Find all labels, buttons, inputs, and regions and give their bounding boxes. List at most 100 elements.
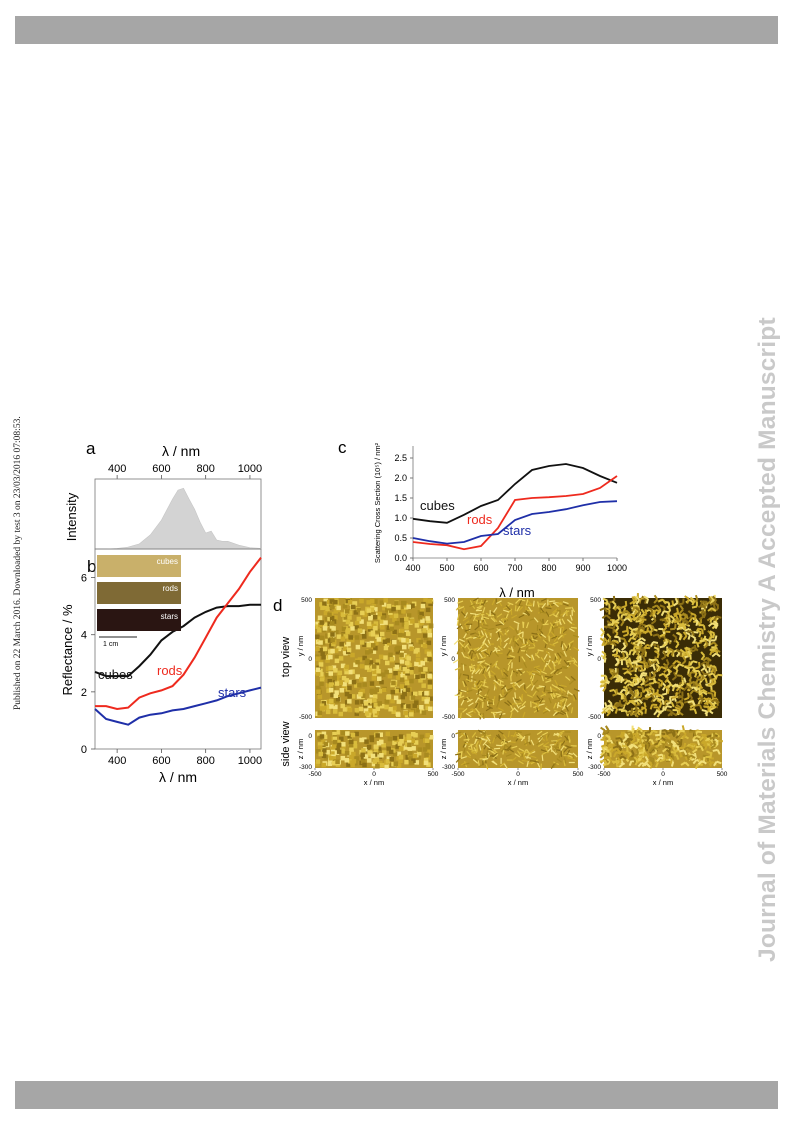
- d-xtick-cubes-2: 500: [428, 771, 439, 778]
- panel-b-xtick-label-2: 800: [196, 755, 214, 767]
- panel-c-ytick-label-0: 0.0: [394, 553, 407, 563]
- panel-c-ytick-label-4: 2.0: [394, 473, 407, 483]
- panel-b-line-rods: [95, 556, 262, 711]
- sample-photos: cubes rods stars 1 cm: [97, 555, 181, 648]
- footer-bar: [15, 1081, 778, 1109]
- d-top-ytick-stars-1: 0: [597, 656, 601, 663]
- d-top-ytick-stars-2: -500: [588, 714, 601, 721]
- d-side-ytick-rods-1: -300: [442, 764, 455, 771]
- photo-rods: [97, 582, 181, 604]
- panel-b-ytick-label-2: 4: [81, 630, 87, 642]
- d-top-ylabel-cubes: y / nm: [296, 636, 305, 656]
- header-bar: [15, 16, 778, 44]
- d-top-ytick-cubes-1: 0: [308, 656, 312, 663]
- d-top-ytick-rods-2: -500: [442, 714, 455, 721]
- label-cubes-c: cubes: [420, 498, 455, 513]
- panel-b-label: b: [87, 557, 96, 576]
- d-top-ylabel-rods: y / nm: [439, 636, 448, 656]
- d-xlabel-rods: x / nm: [508, 778, 528, 787]
- photo-cubes: [97, 555, 181, 577]
- panel-b-ytick-label-3: 6: [81, 573, 87, 585]
- scale-bar-label: 1 cm: [103, 641, 118, 648]
- panel-c-xtick-label-4: 800: [541, 563, 556, 573]
- label-stars-b: stars: [218, 685, 247, 700]
- panel-b-ytick-label-1: 2: [81, 687, 87, 699]
- panel-c-xlabel: λ / nm: [499, 585, 534, 600]
- panel-c-xtick-label-5: 900: [575, 563, 590, 573]
- d-top-ytick-rods-0: 500: [444, 597, 455, 604]
- label-stars-c: stars: [503, 523, 532, 538]
- d-side-ylabel-rods: z / nm: [439, 739, 448, 759]
- panel-c-line-cubes: [412, 463, 618, 524]
- d-top-ytick-cubes-2: -500: [299, 714, 312, 721]
- row-label-top-view: top view: [280, 637, 292, 677]
- panel-c-ytick-label-1: 0.5: [394, 533, 407, 543]
- panel-c-ytick-label-2: 1.0: [394, 513, 407, 523]
- d-xtick-rods-0: -500: [451, 771, 464, 778]
- panel-b-xtick-label-1: 600: [152, 755, 170, 767]
- d-side-ylabel-stars: z / nm: [585, 739, 594, 759]
- panel-c-xtick-label-6: 1000: [607, 563, 627, 573]
- photo-stars-label: stars: [161, 612, 178, 621]
- d-xtick-stars-0: -500: [597, 771, 610, 778]
- d-top-ytick-rods-1: 0: [451, 656, 455, 663]
- panel-a-xtick-label-2: 800: [196, 463, 214, 475]
- panel-b-xtick-label-0: 400: [108, 755, 126, 767]
- panel-a-xtick-label-1: 600: [152, 463, 170, 475]
- d-side-ytick-stars-1: -300: [588, 764, 601, 771]
- panel-b-ytick-label-0: 0: [81, 744, 87, 756]
- d-top-ytick-cubes-0: 500: [301, 597, 312, 604]
- d-xtick-rods-1: 0: [516, 771, 520, 778]
- panel-c-xtick-label-2: 600: [473, 563, 488, 573]
- panel-a-xtick-label-0: 400: [108, 463, 126, 475]
- label-rods-c: rods: [467, 512, 493, 527]
- row-label-side-view: side view: [280, 721, 292, 766]
- panel-c-xtick-label-1: 500: [439, 563, 454, 573]
- texture-rods: [452, 597, 580, 770]
- photo-rods-label: rods: [162, 584, 178, 593]
- d-top-ylabel-stars: y / nm: [585, 636, 594, 656]
- panel-c-ytick-label-5: 2.5: [394, 453, 407, 463]
- panel-a-xtick-label-3: 1000: [238, 463, 262, 475]
- panel-d-label: d: [273, 596, 282, 615]
- photo-stars: [97, 609, 181, 631]
- panel-b-xlabel: λ / nm: [159, 769, 197, 785]
- panel-b-xtick-label-3: 1000: [238, 755, 262, 767]
- panel-b-ticks: 400 600 800 1000 0 2 4 6: [81, 573, 262, 767]
- panel-b-line-stars: [94, 686, 262, 726]
- d-xtick-cubes-1: 0: [372, 771, 376, 778]
- panel-c-xtick-label-0: 400: [405, 563, 420, 573]
- panel-c-ticks: 400 500 600 700 800 900 1000 0.0 0.5 1.0 1.5 2.0 2.5: [394, 453, 627, 573]
- panel-c-ytick-label-3: 1.5: [394, 493, 407, 503]
- panel-a-xlabel: λ / nm: [162, 443, 200, 459]
- d-xlabel-stars: x / nm: [653, 778, 673, 787]
- d-top-ytick-stars-0: 500: [590, 597, 601, 604]
- d-xtick-stars-1: 0: [661, 771, 665, 778]
- panel-c-lines: [412, 463, 618, 551]
- panel-b-ylabel: Reflectance / %: [60, 604, 75, 695]
- panel-a-ylabel: Intensity: [64, 492, 79, 541]
- d-side-ytick-stars-0: 0: [597, 733, 601, 740]
- panel-c-ylabel: Scattering Cross Section (10⁵) / nm²: [373, 442, 382, 563]
- d-side-ytick-cubes-1: -300: [299, 764, 312, 771]
- d-side-ytick-cubes-0: 0: [308, 733, 312, 740]
- panel-a-spectrum-area: [95, 487, 262, 550]
- d-xtick-cubes-0: -500: [308, 771, 321, 778]
- d-xlabel-cubes: x / nm: [364, 778, 384, 787]
- panel-b-frame: [94, 548, 262, 750]
- texture-stars: [599, 593, 723, 769]
- texture-cubes: [315, 598, 434, 769]
- label-cubes-b: cubes: [98, 667, 133, 682]
- d-xtick-stars-2: 500: [717, 771, 728, 778]
- panel-a-label: a: [86, 439, 96, 458]
- d-side-ytick-rods-0: 0: [451, 733, 455, 740]
- panel-c-line-stars: [412, 500, 618, 545]
- d-xtick-rods-2: 500: [573, 771, 584, 778]
- photo-cubes-label: cubes: [157, 557, 178, 566]
- panel-c-line-rods: [412, 475, 618, 551]
